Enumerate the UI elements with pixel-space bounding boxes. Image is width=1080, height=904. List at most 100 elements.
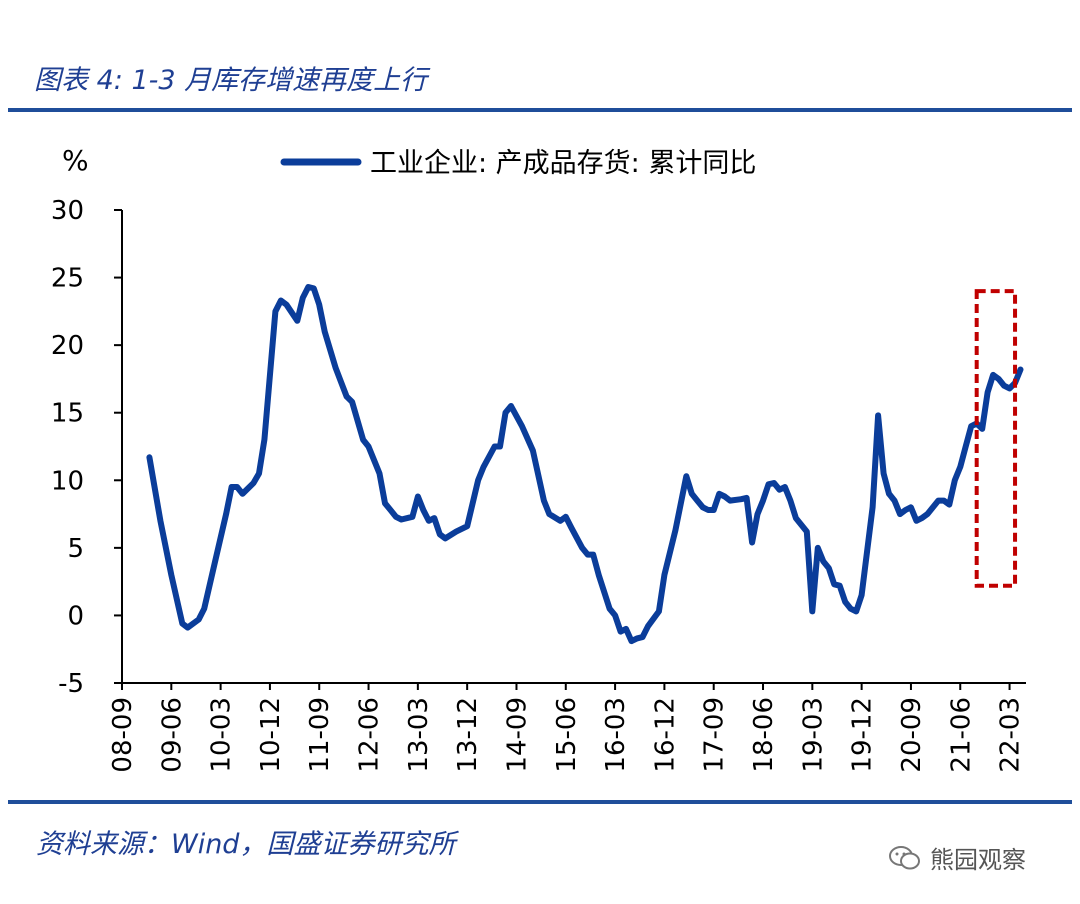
- data-point: [656, 609, 662, 614]
- data-point: [683, 473, 689, 479]
- data-point: [749, 540, 755, 545]
- data-point: [311, 286, 317, 291]
- data-point: [256, 471, 262, 476]
- data-point: [590, 552, 596, 557]
- data-point: [941, 498, 947, 503]
- data-point: [952, 477, 958, 483]
- data-point: [990, 372, 996, 378]
- data-point: [179, 621, 185, 626]
- data-point: [870, 504, 875, 510]
- data-point: [755, 511, 760, 517]
- data-point: [229, 484, 235, 490]
- watermark-text: 熊园观察: [930, 846, 1026, 874]
- data-point: [519, 423, 525, 429]
- data-point: [875, 413, 881, 418]
- data-point: [305, 284, 311, 290]
- data-point: [859, 592, 864, 598]
- data-point: [837, 583, 843, 589]
- data-point: [629, 638, 634, 644]
- data-point: [694, 498, 700, 503]
- data-point: [158, 518, 163, 524]
- x-tick-label: 09-06: [157, 697, 187, 773]
- data-point: [366, 444, 371, 449]
- data-point: [415, 494, 421, 499]
- data-point: [760, 498, 766, 503]
- data-point: [612, 613, 618, 618]
- watermark: 熊园观察: [888, 840, 1026, 875]
- data-point: [377, 471, 382, 476]
- data-point: [985, 390, 990, 395]
- wechat-icon: [889, 845, 920, 869]
- data-point: [673, 527, 678, 533]
- data-point: [557, 518, 563, 524]
- figure-title: 图表 4: 1-3 月库存增速再度上行: [34, 65, 428, 96]
- data-point: [393, 514, 399, 520]
- data-point: [788, 498, 793, 503]
- data-point: [596, 572, 602, 578]
- data-point: [349, 399, 355, 405]
- x-tick-label: 18-06: [749, 697, 779, 773]
- data-point: [815, 545, 821, 551]
- data-point: [727, 498, 733, 503]
- data-point: [1007, 386, 1012, 391]
- data-point: [766, 481, 771, 487]
- data-point: [640, 634, 645, 640]
- data-point: [546, 511, 552, 517]
- data-point: [705, 507, 711, 513]
- data-point: [881, 471, 886, 476]
- x-tick-label: 19-12: [848, 697, 878, 773]
- data-point: [848, 606, 854, 612]
- data-point: [223, 511, 229, 517]
- data-point: [442, 536, 448, 541]
- data-point: [925, 511, 930, 517]
- data-point: [935, 498, 941, 503]
- y-tick-label: 10: [51, 466, 84, 496]
- data-point: [410, 514, 415, 520]
- x-tick-label: 20-09: [897, 697, 927, 773]
- data-point: [996, 376, 1001, 382]
- data-point: [820, 559, 826, 564]
- data-point: [897, 511, 903, 517]
- data-point: [475, 477, 481, 483]
- data-point: [579, 545, 585, 551]
- data-point: [634, 636, 640, 641]
- x-tick-label: 15-06: [552, 697, 582, 773]
- data-point: [722, 494, 728, 499]
- highlight-layer: [974, 289, 1018, 588]
- data-point: [251, 480, 256, 486]
- legend-label: 工业企业: 产成品存货: 累计同比: [370, 148, 756, 179]
- data-point: [957, 464, 963, 470]
- y-tick-label: 30: [51, 196, 84, 226]
- data-point: [399, 517, 404, 522]
- data-point: [738, 496, 744, 502]
- data-point: [168, 572, 174, 578]
- legend: 工业企业: 产成品存货: 累计同比: [280, 148, 756, 179]
- data-point: [771, 480, 777, 486]
- x-tick-label: 17-09: [700, 697, 730, 773]
- data-point: [508, 403, 514, 409]
- data-point: [322, 329, 328, 334]
- data-point: [388, 507, 393, 513]
- x-tick-label: 11-09: [305, 697, 335, 773]
- series-line: [146, 284, 1024, 645]
- x-tick-label: 14-09: [502, 697, 532, 773]
- data-point: [793, 515, 799, 521]
- y-tick-label: 15: [51, 399, 84, 429]
- bottom-divider: [8, 800, 1072, 804]
- data-point: [147, 454, 152, 460]
- x-tick-label: 12-06: [355, 697, 385, 773]
- data-point: [689, 491, 695, 497]
- series-layer: [146, 284, 1024, 645]
- data-point: [294, 318, 300, 324]
- data-point: [700, 504, 706, 510]
- data-point: [623, 626, 629, 632]
- data-point: [541, 498, 547, 503]
- data-point: [892, 498, 897, 503]
- data-point: [662, 572, 667, 578]
- x-tick-label: 08-09: [108, 697, 138, 773]
- data-point: [344, 394, 349, 399]
- data-point: [585, 552, 591, 557]
- data-point: [316, 302, 322, 307]
- x-tick-label: 19-03: [798, 697, 828, 773]
- data-point: [431, 515, 437, 521]
